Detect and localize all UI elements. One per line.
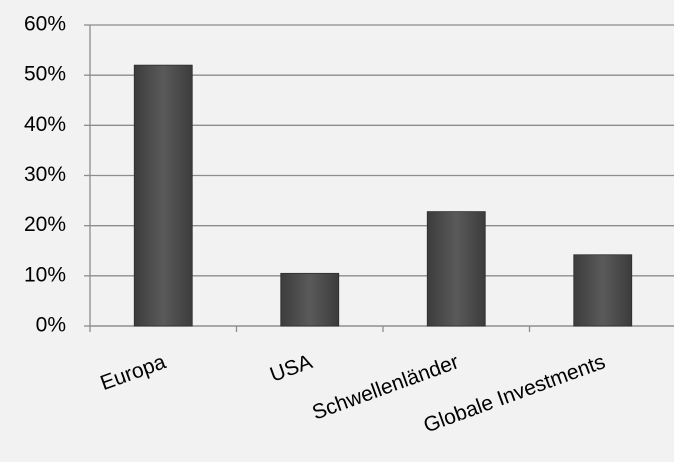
- y-tick-label: 40%: [24, 113, 66, 136]
- y-tick-label: 60%: [24, 13, 66, 36]
- y-tick-label: 20%: [24, 213, 66, 236]
- bar: [133, 64, 193, 327]
- y-tick-label: 30%: [24, 163, 66, 186]
- bar: [280, 272, 340, 327]
- x-tick-label: Europa: [97, 350, 169, 395]
- bar: [573, 254, 633, 327]
- bar: [426, 211, 486, 327]
- y-tick-label: 0%: [36, 314, 66, 337]
- y-tick-label: 50%: [24, 63, 66, 86]
- y-tick-label: 10%: [24, 263, 66, 286]
- x-tick-label: USA: [267, 350, 315, 386]
